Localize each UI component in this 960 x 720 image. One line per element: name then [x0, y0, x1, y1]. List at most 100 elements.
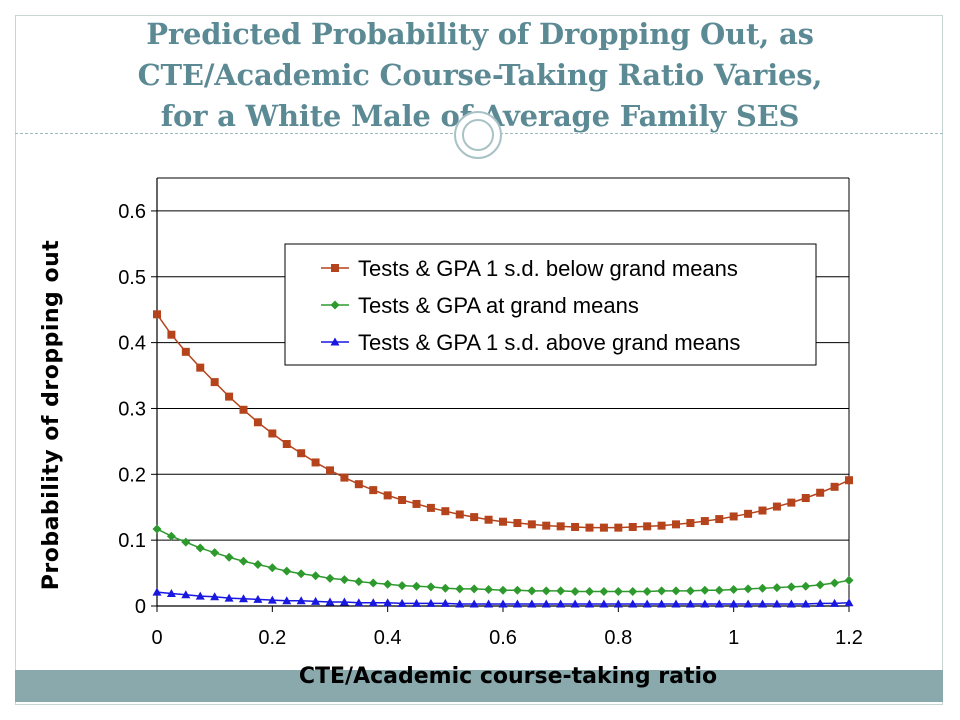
- slide-title-line-2: CTE/Academic Course-Taking Ratio Varies,: [137, 58, 823, 92]
- series-2: [152, 587, 854, 608]
- x-tick-label-1: 0.2: [258, 627, 286, 649]
- series-0-point-22: [470, 513, 479, 522]
- series-1-point-1: [166, 531, 176, 541]
- series-1-point-35: [657, 586, 667, 596]
- series-0-point-31: [599, 523, 608, 532]
- series-2-point-48: [844, 598, 854, 607]
- series-0-point-32: [614, 523, 623, 532]
- series-2-point-16: [383, 598, 393, 607]
- series-1-point-33: [628, 587, 638, 597]
- series-2-point-30: [585, 599, 594, 608]
- y-tick-label-6: 0.6: [118, 201, 146, 223]
- series-2-point-21: [455, 599, 465, 608]
- series-2-point-3: [195, 591, 205, 600]
- series-1-point-22: [469, 584, 479, 594]
- y-tick-label-5: 0.5: [118, 267, 146, 289]
- series-2-point-38: [700, 599, 710, 608]
- series-2-point-34: [642, 599, 652, 608]
- chart-series: [152, 310, 854, 608]
- series-0-point-27: [542, 521, 551, 530]
- legend-marker-0: [331, 264, 339, 272]
- series-2-point-5: [224, 593, 234, 602]
- series-2-point-19: [426, 598, 436, 607]
- series-2-point-15: [368, 598, 378, 607]
- series-2-point-44: [786, 599, 796, 608]
- x-tick-label-6: 1.2: [835, 627, 863, 649]
- series-2-point-32: [613, 599, 623, 608]
- y-tick-label-1: 0.1: [118, 530, 146, 552]
- series-1-point-28: [556, 586, 566, 596]
- series-2-point-8: [267, 595, 277, 604]
- series-1-point-15: [368, 578, 378, 588]
- series-0-point-42: [758, 506, 767, 515]
- series-2-point-7: [253, 594, 263, 603]
- series-2-point-22: [469, 599, 479, 608]
- series-0-point-6: [239, 405, 248, 414]
- series-0-point-2: [181, 347, 190, 356]
- series-2-point-33: [628, 599, 638, 608]
- series-1-point-3: [195, 543, 205, 553]
- series-1-point-38: [700, 585, 710, 595]
- series-2-point-42: [758, 599, 767, 608]
- series-0-point-19: [426, 503, 435, 512]
- series-2-point-1: [166, 588, 176, 597]
- series-2-point-24: [498, 599, 508, 608]
- series-0-point-9: [282, 440, 291, 449]
- series-1-point-26: [527, 586, 537, 596]
- series-2-point-39: [714, 599, 724, 608]
- series-1-point-2: [181, 537, 191, 547]
- series-1-point-39: [714, 585, 724, 595]
- series-1-point-45: [801, 581, 811, 591]
- x-tick-label-2: 0.4: [374, 627, 402, 649]
- series-2-point-20: [440, 598, 450, 607]
- series-1-point-41: [743, 584, 753, 594]
- series-2-point-18: [412, 598, 421, 607]
- series-0-point-38: [700, 517, 709, 526]
- series-1-point-8: [267, 563, 277, 573]
- series-0-point-26: [527, 520, 536, 529]
- series-2-point-29: [570, 599, 580, 608]
- series-0-point-40: [729, 512, 738, 521]
- series-2-point-6: [239, 594, 248, 603]
- slide-title: Predicted Probability of Dropping Out, a…: [20, 14, 940, 137]
- series-1-point-47: [830, 578, 840, 588]
- series-0: [153, 310, 853, 532]
- series-2-point-25: [512, 599, 522, 608]
- series-1-point-34: [642, 587, 652, 597]
- series-2-point-17: [397, 598, 407, 607]
- series-1-point-7: [253, 560, 263, 570]
- series-2-point-46: [815, 598, 825, 607]
- series-0-point-8: [268, 429, 277, 438]
- series-0-point-0: [153, 310, 161, 319]
- series-0-point-17: [398, 495, 407, 504]
- series-1-point-4: [210, 548, 220, 558]
- series-2-point-12: [325, 597, 335, 606]
- series-0-point-24: [499, 517, 507, 526]
- series-1-point-37: [685, 586, 695, 596]
- x-tick-label-5: 1: [728, 627, 739, 649]
- series-1-point-13: [339, 575, 349, 585]
- series-0-point-30: [585, 523, 594, 532]
- series-2-point-43: [772, 599, 782, 608]
- series-1-point-12: [325, 573, 335, 583]
- series-2-point-23: [484, 599, 494, 608]
- series-2-point-0: [152, 587, 162, 596]
- series-2-point-31: [599, 599, 609, 608]
- slide-title-line-1: Predicted Probability of Dropping Out, a…: [146, 17, 814, 51]
- series-2-point-9: [282, 596, 292, 605]
- chart-legend: Tests & GPA 1 s.d. below grand means Test…: [284, 243, 817, 366]
- legend-label-1: Tests & GPA at grand means: [358, 293, 639, 318]
- x-tick-label-4: 0.8: [604, 627, 632, 649]
- series-2-point-40: [729, 599, 739, 608]
- series-2-point-11: [311, 596, 321, 605]
- series-2-point-37: [685, 599, 695, 608]
- chart-axes: [151, 177, 850, 612]
- series-0-point-12: [326, 466, 334, 475]
- series-0-point-11: [311, 458, 320, 467]
- title-circle-ornament: [454, 111, 502, 159]
- series-0-point-37: [686, 519, 695, 528]
- series-0-point-43: [772, 502, 781, 511]
- series-0-point-15: [369, 486, 378, 495]
- legend-label-2: Tests & GPA 1 s.d. above grand means: [358, 330, 740, 355]
